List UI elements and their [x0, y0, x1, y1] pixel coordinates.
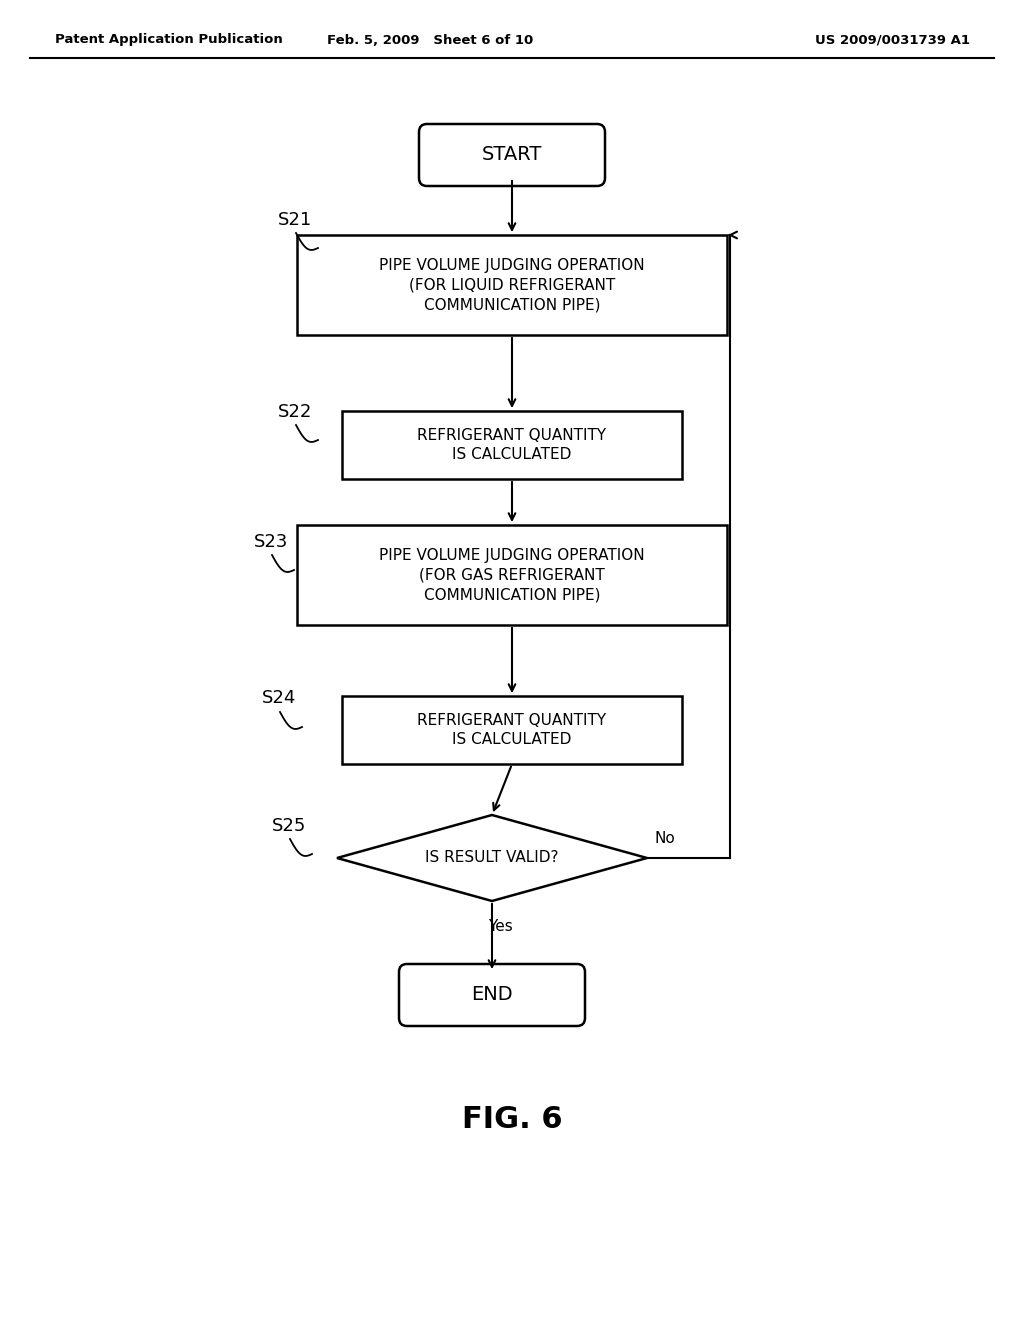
Text: S23: S23 [254, 533, 289, 550]
Text: S21: S21 [278, 211, 312, 228]
Bar [297, 235, 727, 335]
Text: END: END [471, 986, 513, 1005]
Text: No: No [655, 832, 676, 846]
Text: REFRIGERANT QUANTITY
IS CALCULATED: REFRIGERANT QUANTITY IS CALCULATED [418, 713, 606, 747]
Text: REFRIGERANT QUANTITY
IS CALCULATED: REFRIGERANT QUANTITY IS CALCULATED [418, 428, 606, 462]
FancyBboxPatch shape [419, 124, 605, 186]
Text: START: START [482, 145, 542, 165]
Text: PIPE VOLUME JUDGING OPERATION
(FOR GAS REFRIGERANT
COMMUNICATION PIPE): PIPE VOLUME JUDGING OPERATION (FOR GAS R… [379, 548, 645, 602]
Bar [342, 411, 682, 479]
Text: IS RESULT VALID?: IS RESULT VALID? [425, 850, 559, 866]
Text: Patent Application Publication: Patent Application Publication [55, 33, 283, 46]
Polygon shape [337, 814, 647, 902]
Text: S22: S22 [278, 403, 312, 421]
Bar [297, 525, 727, 624]
Text: US 2009/0031739 A1: US 2009/0031739 A1 [815, 33, 970, 46]
FancyBboxPatch shape [399, 964, 585, 1026]
Text: PIPE VOLUME JUDGING OPERATION
(FOR LIQUID REFRIGERANT
COMMUNICATION PIPE): PIPE VOLUME JUDGING OPERATION (FOR LIQUI… [379, 257, 645, 313]
Bar [342, 696, 682, 764]
Text: S25: S25 [272, 817, 306, 836]
Text: FIG. 6: FIG. 6 [462, 1106, 562, 1134]
Text: S24: S24 [262, 689, 296, 708]
Text: Feb. 5, 2009   Sheet 6 of 10: Feb. 5, 2009 Sheet 6 of 10 [327, 33, 534, 46]
Text: Yes: Yes [487, 919, 512, 935]
